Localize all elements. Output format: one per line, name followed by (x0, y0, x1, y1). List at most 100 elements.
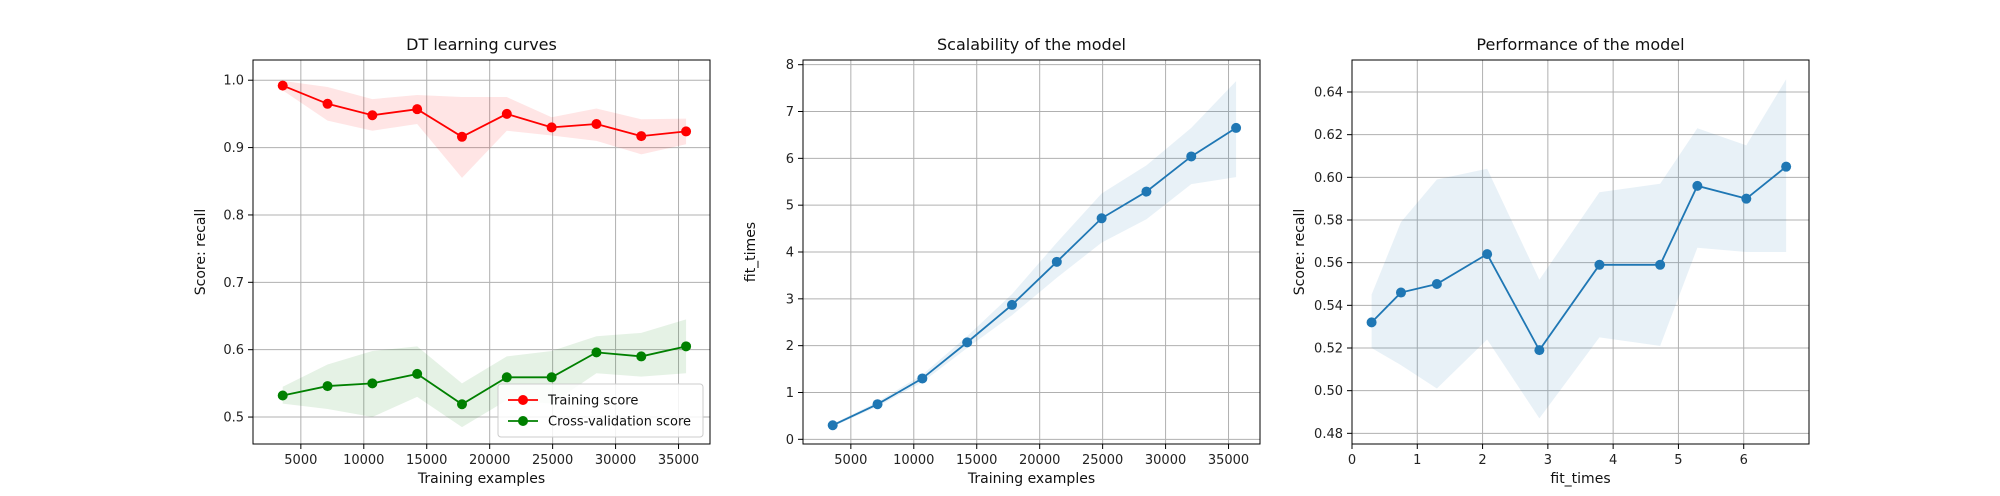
data-point (1395, 287, 1406, 298)
plot-frame (252, 59, 711, 445)
data-point (367, 378, 378, 389)
y-tick-label: 0.54 (1314, 299, 1343, 314)
data-point (636, 131, 647, 142)
data-point (1594, 259, 1605, 270)
data-point (1096, 213, 1107, 224)
legend-label: Cross-validation score (548, 415, 691, 430)
legend-marker (518, 395, 528, 405)
x-tick-label: 30000 (595, 453, 636, 468)
x-tick-label: 6 (1740, 453, 1748, 468)
data-point (501, 372, 512, 383)
y-tick-label: 0.52 (1314, 342, 1343, 357)
y-tick-label: 1 (786, 386, 794, 401)
x-tick-label: 10000 (343, 453, 384, 468)
y-tick-label: 0 (786, 433, 794, 448)
data-point (501, 108, 512, 119)
y-tick-label: 6 (786, 152, 794, 167)
y-tick-label: 8 (786, 58, 794, 73)
y-tick-label: 0.5 (223, 411, 244, 426)
y-tick-label: 0.6 (223, 343, 244, 358)
data-point (681, 341, 692, 352)
y-axis-label: fit_times (743, 222, 759, 282)
data-point (1186, 151, 1197, 162)
data-point (1534, 345, 1545, 356)
data-point (1655, 259, 1666, 270)
data-point (1141, 186, 1152, 197)
x-tick-label: 15000 (406, 453, 447, 468)
chart-title: Performance of the model (1476, 35, 1684, 54)
x-tick-label: 25000 (532, 453, 573, 468)
chart-title: Scalability of the model (937, 35, 1126, 54)
data-point (1006, 299, 1017, 310)
x-tick-label: 35000 (1208, 453, 1249, 468)
data-point (1051, 256, 1062, 267)
x-axis-label: fit_times (1550, 471, 1610, 487)
y-tick-label: 0.62 (1314, 128, 1343, 143)
legend-marker (518, 416, 528, 426)
x-tick-label: 5000 (834, 453, 867, 468)
x-axis-label: Training examples (417, 471, 545, 487)
x-tick-label: 3 (1544, 453, 1552, 468)
data-point (872, 399, 883, 410)
data-point (1741, 193, 1752, 204)
subplot-1: 5000 10000 15000 20000 25000 30000 35000 0.5 0.6… (193, 35, 711, 487)
data-point (1482, 249, 1493, 260)
data-point (1366, 317, 1377, 328)
x-tick-label: 0 (1348, 453, 1356, 468)
data-point (1692, 180, 1703, 191)
y-tick-label: 0.48 (1314, 427, 1343, 442)
subplot-3: 0 1 2 3 4 5 6 0.48 0.50 0.52 0.54 0.56 0.58 0.60 0.62 0… (1292, 35, 1810, 487)
legend-box (497, 383, 704, 438)
y-tick-label: 0.58 (1314, 214, 1343, 229)
y-tick-label: 1.0 (223, 74, 244, 89)
data-point (1431, 279, 1442, 289)
series-line (282, 84, 687, 138)
data-point (367, 110, 378, 121)
data-point (636, 351, 647, 362)
data-point (456, 131, 467, 142)
legend-label: Training score (547, 394, 638, 409)
x-tick-label: 2 (1478, 453, 1486, 468)
x-tick-label: 25000 (1082, 453, 1123, 468)
data-point (1231, 122, 1242, 133)
data-point (681, 126, 692, 137)
x-axis-label: Training examples (967, 471, 1095, 487)
legend: Training score Cross-validation score (497, 383, 704, 438)
x-tick-label: 20000 (1019, 453, 1060, 468)
y-tick-label: 2 (786, 339, 794, 354)
x-tick-label: 5000 (284, 453, 317, 468)
data-point (546, 372, 557, 383)
y-tick-label: 3 (786, 292, 794, 307)
y-axis-label: Score: recall (193, 209, 209, 296)
x-tick-label: 30000 (1145, 453, 1186, 468)
data-point (591, 119, 602, 129)
y-tick-label: 7 (786, 105, 794, 120)
data-point (322, 381, 333, 392)
y-tick-label: 0.9 (223, 141, 244, 156)
data-point (917, 373, 928, 384)
data-point (546, 122, 557, 133)
x-tick-label: 15000 (956, 453, 997, 468)
chart-title: DT learning curves (406, 35, 557, 54)
data-point (1781, 161, 1792, 172)
y-tick-label: 0.7 (223, 276, 244, 291)
series-line (832, 127, 1237, 427)
data-point (962, 337, 973, 348)
series-line (1370, 165, 1787, 352)
series-band (282, 80, 687, 178)
x-tick-label: 4 (1609, 453, 1617, 468)
plot-frame (1351, 59, 1810, 445)
y-tick-label: 0.50 (1314, 384, 1343, 399)
data-point (827, 420, 838, 431)
y-tick-label: 0.60 (1314, 171, 1343, 186)
series-line (282, 345, 687, 406)
data-point (277, 390, 288, 401)
y-tick-label: 5 (786, 199, 794, 214)
x-tick-label: 1 (1413, 453, 1421, 468)
x-tick-label: 35000 (658, 453, 699, 468)
y-tick-label: 0.56 (1314, 256, 1343, 271)
data-point (412, 368, 423, 379)
data-point (456, 399, 467, 410)
